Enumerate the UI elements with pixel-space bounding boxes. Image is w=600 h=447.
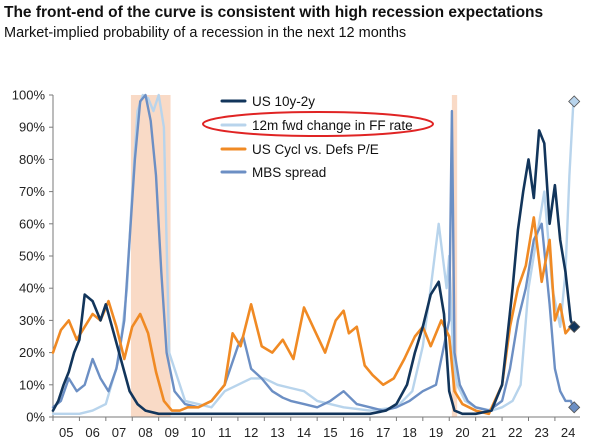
x-tick-label: 14: [297, 425, 311, 440]
x-tick-label: 24: [561, 425, 575, 440]
legend-label-mbs: MBS spread: [252, 165, 326, 180]
x-tick-label: 18: [402, 425, 416, 440]
legend-label-us10y2y: US 10y-2y: [252, 94, 315, 109]
y-tick-label: 10%: [19, 377, 45, 392]
y-tick-label: 80%: [19, 152, 45, 167]
x-tick-label: 09: [165, 425, 179, 440]
series-layer: [51, 93, 575, 416]
x-tick-label: 06: [85, 425, 99, 440]
endpoint-marker-us10y2y: [568, 320, 581, 333]
y-tick-label: 90%: [19, 120, 45, 135]
x-tick-label: 20: [455, 425, 469, 440]
y-tick-label: 50%: [19, 249, 45, 264]
y-tick-label: 30%: [19, 313, 45, 328]
legend-label-cycl: US Cycl vs. Defs P/E: [252, 142, 379, 157]
series-line-us10y2y: [51, 129, 575, 416]
y-tick-label: 70%: [19, 184, 45, 199]
x-tick-label: 15: [323, 425, 337, 440]
y-tick-label: 0%: [26, 410, 45, 425]
x-tick-label: 11: [218, 425, 232, 440]
series-line-mbs: [51, 93, 575, 412]
endpoint-marker-layer: [568, 95, 581, 414]
y-tick-label: 40%: [19, 281, 45, 296]
axes-layer: 0% 10% 20% 30% 40% 50% 60% 70% 80% 90% 100% 05 06 07 0…: [12, 88, 580, 440]
x-tick-label: 17: [376, 425, 390, 440]
x-tick-label: 22: [508, 425, 522, 440]
x-tick-label: 07: [112, 425, 126, 440]
y-tick-label: 60%: [19, 216, 45, 231]
x-tick-label: 12: [244, 425, 258, 440]
x-tick-label: 19: [429, 425, 443, 440]
x-tick-label: 10: [191, 425, 205, 440]
chart-subtitle: Market-implied probability of a recessio…: [4, 25, 407, 41]
series-line-cycl: [51, 216, 575, 416]
legend-label-ff: 12m fwd change in FF rate: [252, 118, 413, 133]
legend-highlight-ellipse: [202, 111, 434, 137]
x-tick-label: 13: [270, 425, 284, 440]
endpoint-marker-ff: [568, 95, 581, 108]
chart-title: The front-end of the curve is consistent…: [4, 4, 544, 21]
endpoint-marker-mbs: [568, 401, 581, 414]
x-tick-label: 16: [350, 425, 364, 440]
x-tick-label: 23: [534, 425, 548, 440]
y-tick-label: 100%: [12, 88, 46, 103]
y-tick-label: 20%: [19, 345, 45, 360]
x-tick-label: 08: [138, 425, 152, 440]
x-tick-label: 21: [482, 425, 496, 440]
x-tick-label: 05: [59, 425, 73, 440]
legend: US 10y-2y 12m fwd change in FF rate US Cyc…: [202, 94, 434, 180]
